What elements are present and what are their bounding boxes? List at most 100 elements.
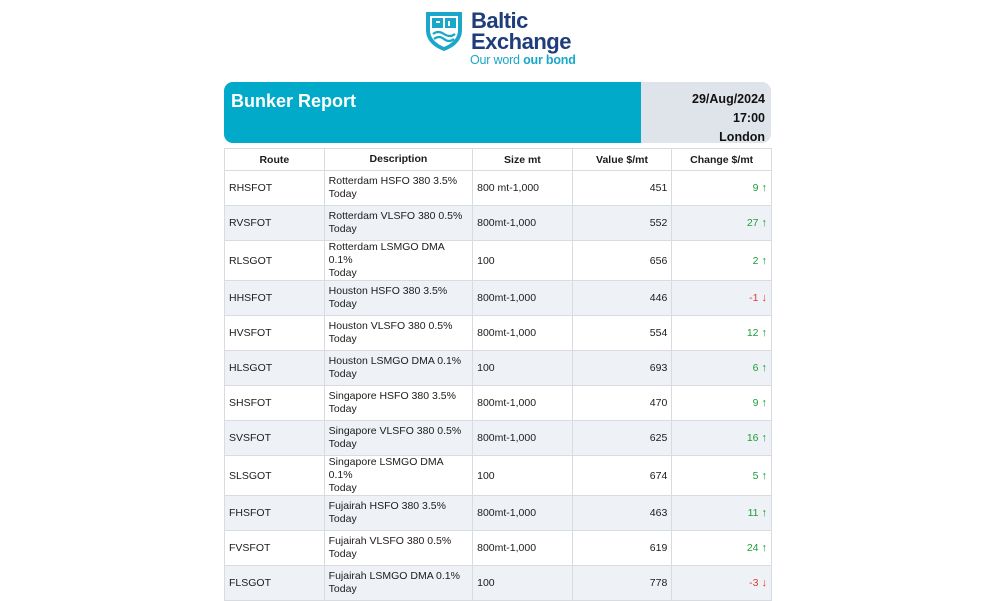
description-cell: Houston HSFO 380 3.5% Today [323, 280, 474, 316]
value-cell: 693 [571, 350, 673, 386]
table-row: HVSFOT Houston VLSFO 380 0.5% Today 800mt-1… [224, 315, 772, 351]
value-cell: 470 [571, 385, 673, 421]
change-cell: 6 ↑ [671, 350, 772, 386]
description-cell: Rotterdam HSFO 380 3.5% Today [323, 170, 474, 206]
report-date: 29/Aug/2024 [692, 92, 765, 106]
value-cell: 674 [571, 455, 673, 496]
change-cell: 5 ↑ [671, 455, 772, 496]
size-cell: 800mt-1,000 [472, 385, 573, 421]
description-cell: Rotterdam LSMGO DMA 0.1% Today [323, 240, 474, 281]
route-cell: RVSFOT [224, 205, 325, 241]
table-row: RLSGOT Rotterdam LSMGO DMA 0.1% Today 100 65… [224, 240, 772, 281]
route-cell: HLSGOT [224, 350, 325, 386]
description-line: Fujairah VLSFO 380 0.5% [328, 535, 452, 547]
description-period: Today [328, 267, 357, 279]
value-cell: 446 [571, 280, 673, 316]
table-row: FLSGOT Fujairah LSMGO DMA 0.1% Today 100 778… [224, 565, 772, 601]
change-value: -3 [749, 577, 759, 589]
change-cell: 24 ↑ [671, 530, 772, 566]
change-cell: 27 ↑ [671, 205, 772, 241]
table-body: RHSFOT Rotterdam HSFO 380 3.5% Today 800 mt… [224, 170, 772, 601]
route-cell: SVSFOT [224, 420, 325, 456]
arrow-down-icon: ↓ [761, 577, 768, 589]
column-header-size: Size mt [472, 148, 573, 171]
description-cell: Fujairah HSFO 380 3.5% Today [323, 495, 474, 531]
description-period: Today [328, 188, 357, 200]
column-header-change: Change $/mt [671, 148, 772, 171]
description-cell: Houston VLSFO 380 0.5% Today [323, 315, 474, 351]
table-row: FVSFOT Fujairah VLSFO 380 0.5% Today 800mt-… [224, 530, 772, 566]
description-cell: Singapore HSFO 380 3.5% Today [323, 385, 474, 421]
size-cell: 800mt-1,000 [472, 530, 573, 566]
brand-tagline: Our word our bond [470, 53, 576, 67]
value-cell: 451 [571, 170, 673, 206]
size-cell: 100 [472, 455, 573, 496]
change-cell: 9 ↑ [671, 170, 772, 206]
table-row: HLSGOT Houston LSMGO DMA 0.1% Today 100 693 6… [224, 350, 772, 386]
description-line: Fujairah HSFO 380 3.5% [328, 500, 446, 512]
size-cell: 800mt-1,000 [472, 420, 573, 456]
tagline-bold: our bond [523, 53, 576, 67]
route-cell: FLSGOT [224, 565, 325, 601]
size-cell: 800mt-1,000 [472, 495, 573, 531]
change-value: 24 [746, 542, 759, 554]
arrow-up-icon: ↑ [761, 327, 768, 339]
description-line: Singapore VLSFO 380 0.5% [328, 425, 462, 437]
arrow-up-icon: ↑ [761, 217, 768, 229]
report-location: London [719, 130, 765, 143]
brand-name-line1: Baltic [471, 8, 528, 33]
description-period: Today [328, 333, 357, 345]
description-line: Singapore HSFO 380 3.5% [328, 390, 456, 402]
description-line: Rotterdam LSMGO DMA 0.1% [328, 241, 445, 266]
description-period: Today [328, 403, 357, 415]
route-cell: HVSFOT [224, 315, 325, 351]
change-cell: 11 ↑ [671, 495, 772, 531]
change-value: 27 [746, 217, 759, 229]
change-value: 6 [752, 362, 759, 374]
change-cell: 12 ↑ [671, 315, 772, 351]
arrow-up-icon: ↑ [761, 182, 768, 194]
brand-name-line2: Exchange [471, 29, 571, 54]
size-cell: 800 mt-1,000 [472, 170, 573, 206]
description-line: Rotterdam HSFO 380 3.5% [328, 175, 458, 187]
description-cell: Houston LSMGO DMA 0.1% Today [323, 350, 474, 386]
description-period: Today [328, 482, 357, 494]
description-period: Today [328, 438, 357, 450]
bunker-table: Route Description Size mt Value $/mt Cha… [224, 148, 772, 601]
description-period: Today [328, 548, 357, 560]
change-value: 12 [746, 327, 759, 339]
change-value: 9 [752, 397, 759, 409]
change-value: 11 [747, 507, 759, 519]
size-cell: 800mt-1,000 [472, 205, 573, 241]
table-row: FHSFOT Fujairah HSFO 380 3.5% Today 800mt-1… [224, 495, 772, 531]
description-period: Today [328, 583, 357, 595]
description-period: Today [328, 368, 357, 380]
description-line: Fujairah LSMGO DMA 0.1% [328, 570, 460, 582]
description-line: Houston HSFO 380 3.5% [328, 285, 448, 297]
description-cell: Rotterdam VLSFO 380 0.5% Today [323, 205, 474, 241]
description-cell: Singapore VLSFO 380 0.5% Today [323, 420, 474, 456]
arrow-up-icon: ↑ [761, 432, 768, 444]
table-row: SVSFOT Singapore VLSFO 380 0.5% Today 800mt… [224, 420, 772, 456]
table-row: RHSFOT Rotterdam HSFO 380 3.5% Today 800 mt… [224, 170, 772, 206]
table-row: SLSGOT Singapore LSMGO DMA 0.1% Today 100 67… [224, 455, 772, 496]
report-title: Bunker Report [231, 91, 357, 111]
description-period: Today [328, 298, 357, 310]
route-cell: FVSFOT [224, 530, 325, 566]
size-cell: 100 [472, 565, 573, 601]
change-cell: 9 ↑ [671, 385, 772, 421]
table-header-row: Route Description Size mt Value $/mt Cha… [224, 148, 772, 171]
description-cell: Fujairah LSMGO DMA 0.1% Today [323, 565, 474, 601]
report-meta: 29/Aug/2024 17:00 London [692, 90, 765, 143]
route-cell: HHSFOT [224, 280, 325, 316]
description-line: Singapore LSMGO DMA 0.1% [328, 456, 444, 481]
arrow-up-icon: ↑ [761, 397, 768, 409]
change-cell: 16 ↑ [671, 420, 772, 456]
header-title-box: Bunker Report [224, 82, 641, 143]
shield-crest-icon [426, 12, 462, 51]
column-header-description: Description [323, 148, 474, 171]
size-cell: 100 [472, 240, 573, 281]
change-cell: 2 ↑ [671, 240, 772, 281]
report-header: Bunker Report 29/Aug/2024 17:00 London [224, 82, 771, 143]
change-value: -1 [749, 292, 759, 304]
